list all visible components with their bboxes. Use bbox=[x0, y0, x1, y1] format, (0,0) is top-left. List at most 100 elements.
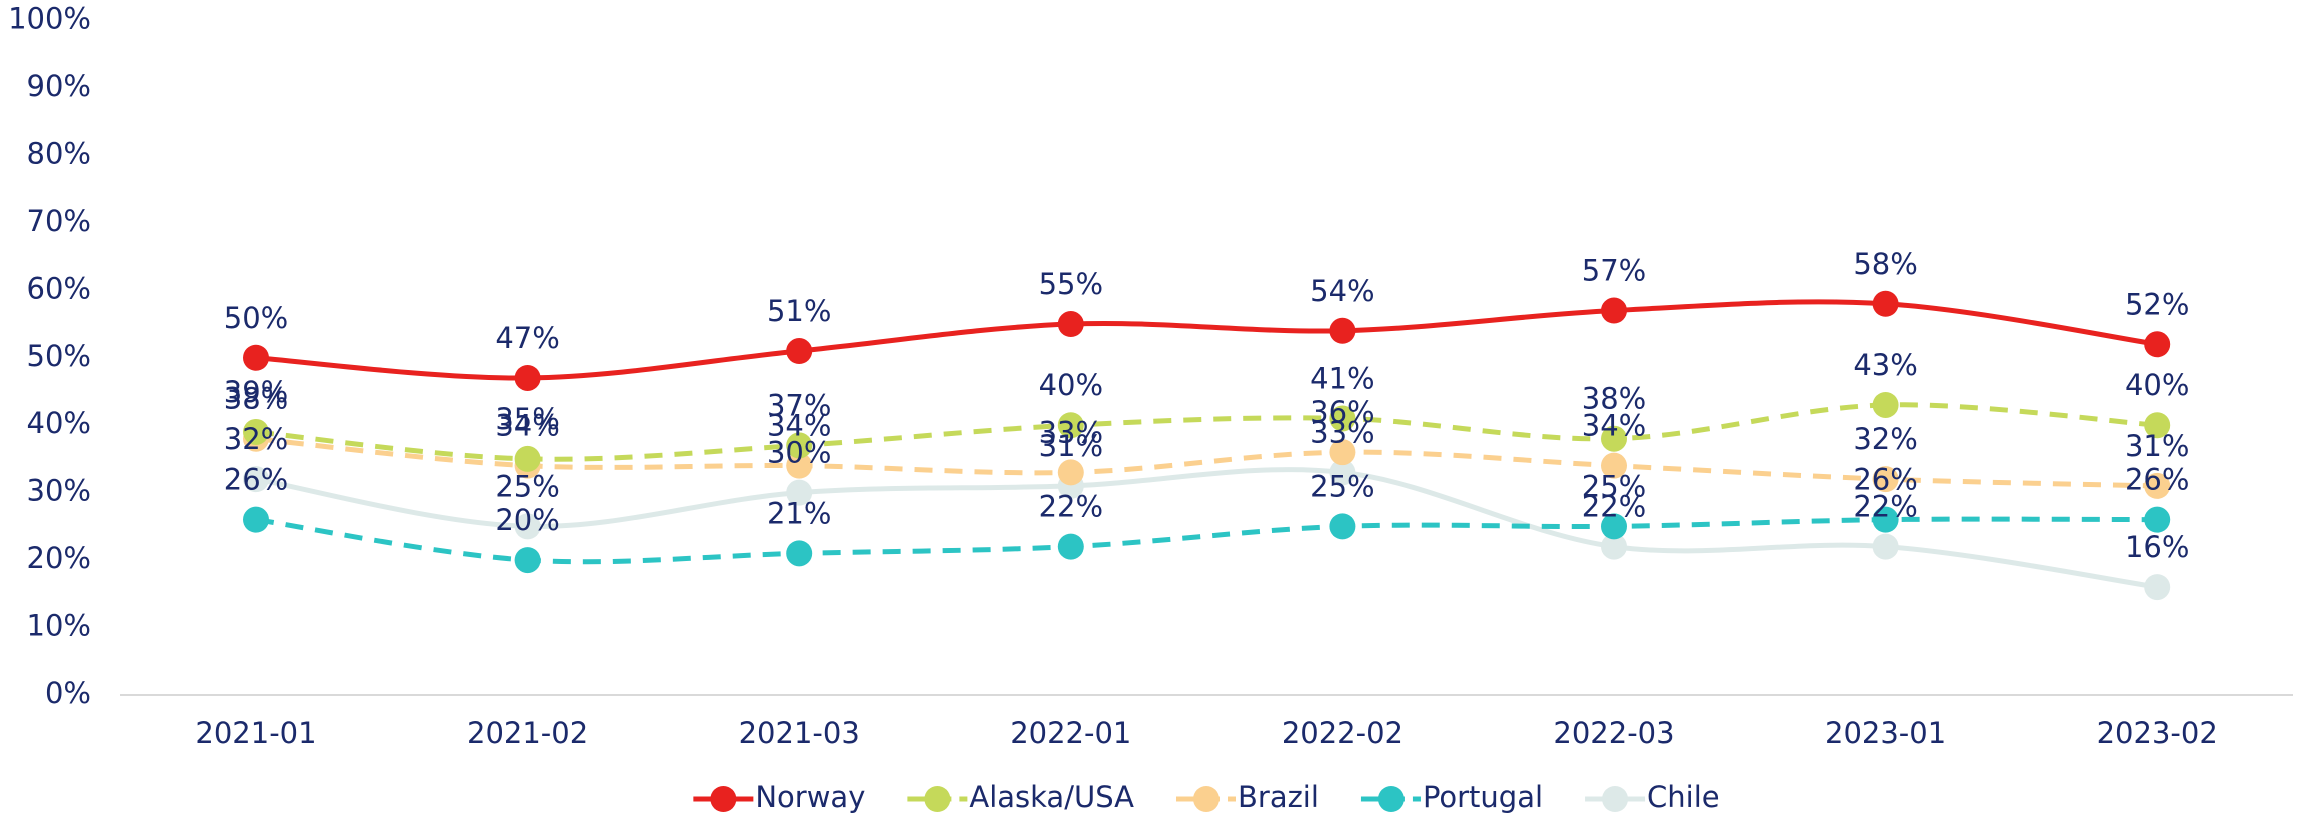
data-point bbox=[2144, 472, 2171, 499]
data-point bbox=[1057, 459, 1084, 486]
data-label: 30% bbox=[767, 436, 831, 470]
data-label: 37% bbox=[767, 388, 831, 422]
y-tick-label: 30% bbox=[27, 474, 91, 508]
data-label: 32% bbox=[1853, 422, 1917, 456]
legend-label: Norway bbox=[755, 780, 865, 814]
data-point bbox=[1872, 466, 1899, 493]
data-label: 32% bbox=[224, 422, 288, 456]
data-label: 22% bbox=[1853, 490, 1917, 524]
data-point bbox=[1329, 405, 1356, 432]
series-line bbox=[255, 402, 2158, 462]
data-point bbox=[1872, 506, 1899, 533]
y-tick-label: 90% bbox=[27, 69, 91, 103]
legend-label: Portugal bbox=[1423, 780, 1543, 814]
y-tick-label: 70% bbox=[27, 204, 91, 238]
data-label: 36% bbox=[1310, 395, 1374, 429]
data-label: 22% bbox=[1582, 490, 1646, 524]
legend-label: Chile bbox=[1647, 780, 1720, 814]
data-point bbox=[1601, 452, 1627, 479]
legend: Norway Alaska/USA Brazil Portugal Chile bbox=[693, 780, 1720, 814]
data-label: 20% bbox=[495, 503, 559, 537]
data-label: 34% bbox=[1582, 409, 1646, 443]
data-label: 39% bbox=[224, 375, 288, 409]
data-point bbox=[2144, 506, 2171, 533]
legend-marker bbox=[1602, 786, 1629, 812]
y-tick-label: 100% bbox=[8, 2, 91, 36]
y-tick-label: 80% bbox=[27, 136, 91, 170]
data-point bbox=[1329, 513, 1356, 540]
data-point bbox=[514, 513, 541, 540]
data-label: 34% bbox=[767, 409, 831, 443]
data-label: 25% bbox=[495, 469, 559, 503]
series-line bbox=[255, 467, 2158, 590]
data-label: 40% bbox=[1039, 368, 1103, 402]
series-line bbox=[255, 299, 2158, 381]
data-point bbox=[243, 506, 269, 533]
x-tick-label: 2022-03 bbox=[1553, 716, 1674, 750]
data-point bbox=[786, 338, 813, 365]
data-point bbox=[1872, 290, 1899, 317]
data-label: 26% bbox=[224, 463, 288, 497]
data-label: 21% bbox=[767, 496, 831, 530]
data-point bbox=[514, 547, 541, 574]
data-label: 31% bbox=[2125, 429, 2189, 463]
data-label: 52% bbox=[2125, 287, 2189, 321]
data-label: 26% bbox=[2125, 463, 2189, 497]
data-label: 51% bbox=[767, 294, 831, 328]
data-point bbox=[243, 418, 269, 445]
data-label: 58% bbox=[1853, 247, 1917, 281]
data-point bbox=[1057, 311, 1084, 338]
y-tick-label: 10% bbox=[27, 609, 91, 643]
series-line bbox=[255, 436, 2158, 489]
data-label: 25% bbox=[1582, 469, 1646, 503]
data-point bbox=[1057, 533, 1084, 560]
y-tick-label: 20% bbox=[27, 541, 91, 575]
data-label: 38% bbox=[1582, 382, 1646, 416]
legend-label: Alaska/USA bbox=[969, 780, 1134, 814]
data-label: 43% bbox=[1853, 348, 1917, 382]
data-point bbox=[2144, 574, 2171, 601]
data-point bbox=[786, 432, 813, 459]
data-point bbox=[1601, 297, 1627, 324]
x-tick-label: 2022-02 bbox=[1282, 716, 1403, 750]
data-label: 50% bbox=[224, 301, 288, 335]
x-tick-label: 2023-02 bbox=[2097, 716, 2218, 750]
data-label: 41% bbox=[1310, 361, 1374, 395]
data-label: 31% bbox=[1039, 429, 1103, 463]
data-label: 47% bbox=[495, 321, 559, 355]
legend-marker bbox=[924, 786, 951, 812]
x-tick-label: 2022-01 bbox=[1010, 716, 1131, 750]
data-point bbox=[1329, 439, 1356, 466]
legend-marker bbox=[710, 786, 737, 812]
data-point bbox=[1601, 425, 1627, 452]
data-label: 38% bbox=[224, 382, 288, 416]
data-point bbox=[2144, 412, 2171, 439]
data-point bbox=[514, 364, 541, 391]
data-point bbox=[1057, 412, 1084, 439]
data-label: 16% bbox=[2125, 530, 2189, 564]
data-point bbox=[1329, 459, 1356, 486]
x-tick-label: 2021-01 bbox=[195, 716, 316, 750]
data-point bbox=[514, 445, 541, 472]
data-point bbox=[786, 452, 813, 479]
data-point bbox=[786, 540, 813, 567]
x-tick-label: 2021-02 bbox=[467, 716, 588, 750]
data-point bbox=[2144, 331, 2171, 358]
data-label: 33% bbox=[1310, 415, 1374, 449]
series-line bbox=[255, 516, 2158, 565]
data-label: 26% bbox=[1853, 463, 1917, 497]
y-tick-label: 40% bbox=[27, 406, 91, 440]
data-label: 54% bbox=[1310, 274, 1374, 308]
data-point bbox=[1872, 391, 1899, 418]
data-label: 33% bbox=[1039, 415, 1103, 449]
x-tick-label: 2021-03 bbox=[739, 716, 860, 750]
data-point bbox=[243, 466, 269, 493]
data-label: 40% bbox=[2125, 368, 2189, 402]
data-point bbox=[1872, 533, 1899, 560]
data-label: 22% bbox=[1039, 490, 1103, 524]
data-label: 55% bbox=[1039, 267, 1103, 301]
legend-label: Brazil bbox=[1238, 780, 1319, 814]
y-tick-label: 60% bbox=[27, 271, 91, 305]
data-label: 57% bbox=[1582, 254, 1646, 288]
data-point bbox=[243, 344, 269, 371]
